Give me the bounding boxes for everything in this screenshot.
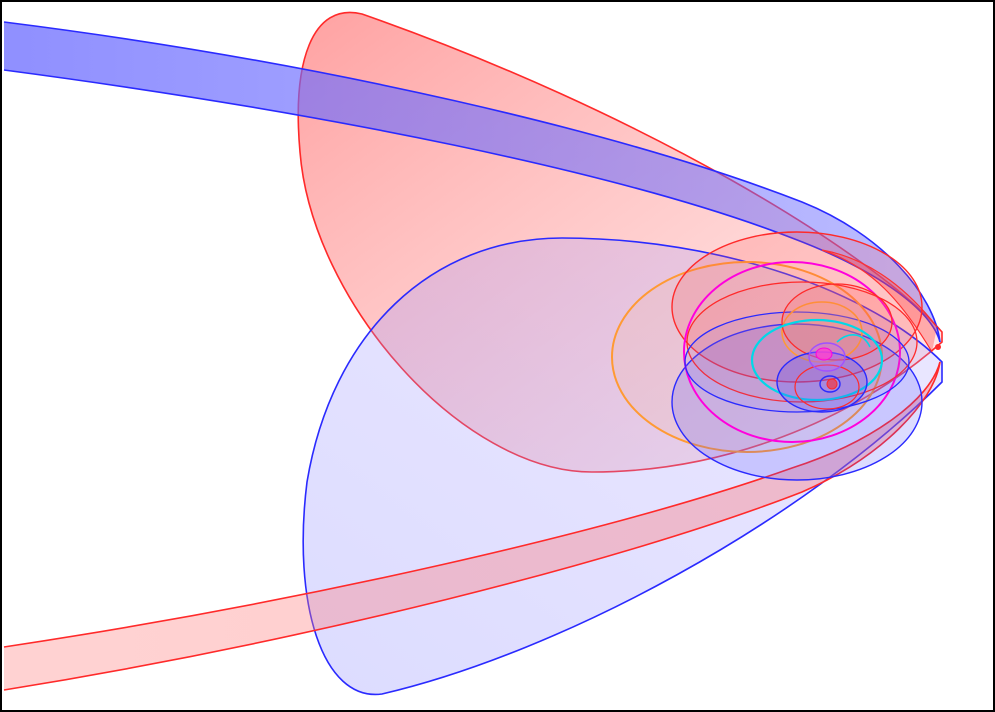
red-ellipse-lower-small [794,364,860,410]
red-tail-curve [821,249,938,353]
vertex-point [935,344,941,350]
red-ellipse-inner [686,281,918,403]
red-band-lower-edge-bottom [3,361,941,691]
inner-loop-red [826,378,838,390]
blue-band-upper [4,22,940,342]
blue-band-upper-edge-top [3,21,941,343]
blue-band-upper-edge-bottom [3,69,941,343]
blue-ellipse-inner [684,311,910,413]
cyan-ring [750,318,884,402]
inner-loop-blue [819,375,841,393]
magenta-blob [815,347,833,361]
cyan-arc [836,334,871,348]
red-ellipse-upper [671,231,923,383]
red-band-lower [4,362,940,690]
red-band-lower-edge-top [3,361,941,648]
magenta-ring [683,261,901,443]
